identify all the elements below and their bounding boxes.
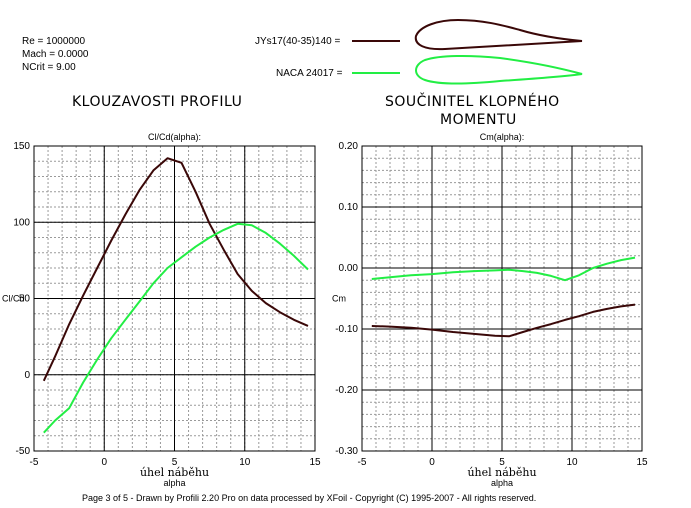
profile-legend-graphics xyxy=(352,18,583,85)
legend-label-jys17: JYs17(40-35)140 = xyxy=(255,36,341,47)
y-axis-label: Cl/Cd xyxy=(2,294,25,304)
x-tick-label: 5 xyxy=(172,457,178,468)
chart-title: Cm(alpha): xyxy=(480,132,525,142)
y-tick-label: 0.10 xyxy=(339,202,359,213)
cm-chart: -5 0 5 10 15 -0.30 -0.20 -0.10 0.00 0.10 0.20 Cm(al… xyxy=(332,132,648,488)
y-tick-label: 100 xyxy=(13,217,30,228)
x-tick-label: 15 xyxy=(309,457,321,468)
y-tick-label: -0.30 xyxy=(335,446,358,457)
y-tick-label: 0.20 xyxy=(339,141,359,152)
footer-credits: Page 3 of 5 - Drawn by Profili 2.20 Pro … xyxy=(82,493,537,503)
series-line-jys17 xyxy=(371,303,636,338)
y-axis-label: Cm xyxy=(332,294,346,304)
airfoil-shape-jys17 xyxy=(414,18,583,51)
x-tick-label: 15 xyxy=(636,457,648,468)
y-tick-label: 0 xyxy=(24,370,30,381)
right-chart-heading-line2: MOMENTU xyxy=(440,112,517,128)
x-tick-label: 0 xyxy=(101,457,107,468)
x-axis-label: úhel náběhu xyxy=(140,466,209,479)
x-tick-label: 0 xyxy=(429,457,435,468)
left-chart-heading: KLOUZAVOSTI PROFILU xyxy=(72,94,243,110)
y-tick-label: 50 xyxy=(19,294,31,305)
plot-frame xyxy=(361,145,643,452)
y-tick-label: -50 xyxy=(16,446,31,457)
plot-frame xyxy=(33,145,316,452)
y-tick-label: -0.10 xyxy=(335,324,358,335)
x-axis-sublabel: alpha xyxy=(163,478,185,488)
right-chart-heading-line1: SOUČINITEL KLOPNÉHO xyxy=(385,94,560,110)
ncrit-param: NCrit = 9.00 xyxy=(22,62,76,73)
x-tick-label: 5 xyxy=(499,457,505,468)
x-tick-label: -5 xyxy=(358,457,367,468)
x-axis-label: úhel náběhu xyxy=(467,466,536,479)
series-line-jys17 xyxy=(42,157,309,382)
series-line-naca24017 xyxy=(43,222,309,434)
series-line-naca24017 xyxy=(371,256,636,282)
y-tick-label: -0.20 xyxy=(335,385,358,396)
re-param: Re = 1000000 xyxy=(22,36,86,47)
airfoil-shape-naca24017 xyxy=(415,54,583,85)
x-axis-sublabel: alpha xyxy=(491,478,513,488)
mach-param: Mach = 0.0000 xyxy=(22,49,89,60)
x-tick-label: 10 xyxy=(566,457,578,468)
legend-label-naca24017: NACA 24017 = xyxy=(276,68,343,79)
x-tick-label: -5 xyxy=(30,457,39,468)
y-tick-label: 0.00 xyxy=(339,263,359,274)
y-tick-label: 150 xyxy=(13,141,30,152)
chart-title: Cl/Cd(alpha): xyxy=(148,132,201,142)
x-tick-label: 10 xyxy=(239,457,251,468)
